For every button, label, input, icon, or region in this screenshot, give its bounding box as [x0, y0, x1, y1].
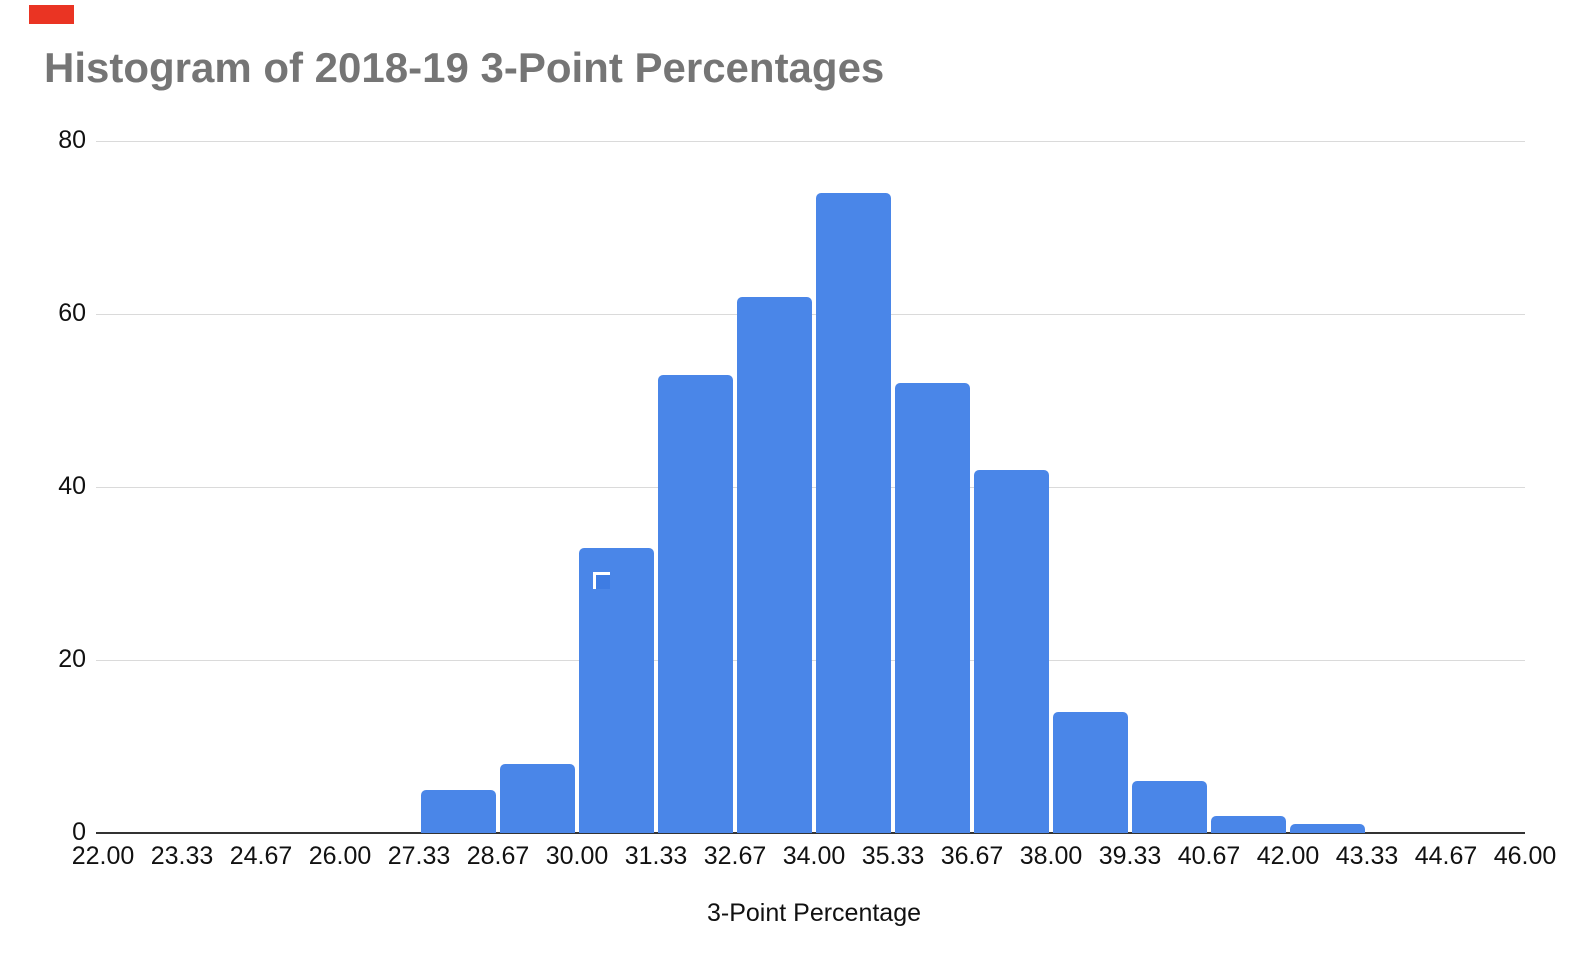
- x-tick-label: 46.00: [1493, 842, 1557, 870]
- y-tick-label: 60: [58, 299, 86, 327]
- x-tick-label: 32.67: [703, 842, 767, 870]
- x-tick-label: 23.33: [150, 842, 214, 870]
- histogram-bar[interactable]: [895, 383, 970, 833]
- histogram-bar[interactable]: [1132, 781, 1207, 833]
- x-tick-label: 35.33: [861, 842, 925, 870]
- y-tick-label: 80: [58, 126, 86, 154]
- histogram-bar[interactable]: [421, 789, 496, 833]
- histogram-bar[interactable]: [974, 469, 1049, 833]
- x-tick-label: 27.33: [387, 842, 451, 870]
- histogram-bar[interactable]: [1053, 711, 1128, 833]
- x-tick-label: 43.33: [1335, 842, 1399, 870]
- y-tick-label: 20: [58, 645, 86, 673]
- y-tick-label: 40: [58, 472, 86, 500]
- x-tick-label: 36.67: [940, 842, 1004, 870]
- x-tick-label: 28.67: [466, 842, 530, 870]
- histogram-bar[interactable]: [579, 547, 654, 833]
- x-tick-label: 39.33: [1098, 842, 1162, 870]
- x-tick-label: 38.00: [1019, 842, 1083, 870]
- x-tick-label: 40.67: [1177, 842, 1241, 870]
- x-axis-title: 3-Point Percentage: [706, 899, 922, 927]
- chart-title: Histogram of 2018-19 3-Point Percentages: [44, 44, 885, 91]
- y-tick-label: 0: [72, 818, 86, 846]
- x-tick-label: 24.67: [229, 842, 293, 870]
- histogram-bar[interactable]: [1211, 815, 1286, 833]
- histogram-bar[interactable]: [816, 192, 891, 833]
- x-axis-line: [96, 832, 1525, 834]
- histogram-bar[interactable]: [500, 763, 575, 833]
- x-tick-label: 34.00: [782, 842, 846, 870]
- x-tick-label: 26.00: [308, 842, 372, 870]
- x-tick-label: 22.00: [71, 842, 135, 870]
- y-gridline: [96, 140, 1525, 142]
- histogram-bar[interactable]: [658, 374, 733, 833]
- histogram-bar[interactable]: [737, 296, 812, 833]
- red-marker: [29, 5, 74, 24]
- bar-selection-marker-icon: [593, 572, 610, 589]
- x-tick-label: 44.67: [1414, 842, 1478, 870]
- x-tick-label: 30.00: [545, 842, 609, 870]
- x-tick-label: 42.00: [1256, 842, 1320, 870]
- histogram-bar[interactable]: [1290, 824, 1365, 833]
- x-tick-label: 31.33: [624, 842, 688, 870]
